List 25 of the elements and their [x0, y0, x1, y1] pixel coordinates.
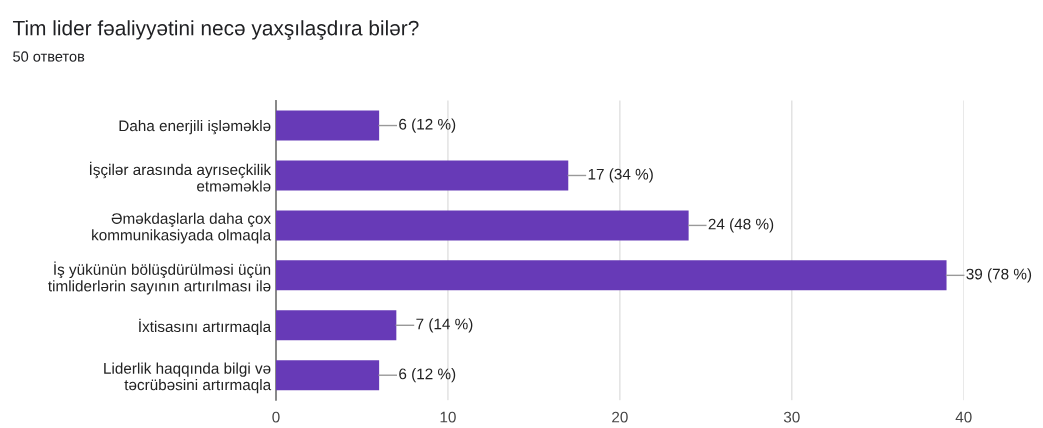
text: 50 ответов	[13, 51, 85, 62]
data-label: 17 (34 %)	[588, 168, 653, 183]
y-tick-label: Liderlik haqqında bilgi və təcrübəsini artırmaqla	[104, 362, 272, 394]
data-label: 24 (48 %)	[708, 218, 774, 233]
x-tick-label: 30	[783, 411, 800, 423]
bar	[275, 310, 397, 341]
x-tick-label: 40	[955, 411, 972, 423]
data-label: 6 (12 %)	[399, 118, 456, 133]
x-tick-label: 20	[612, 411, 628, 423]
bar	[275, 110, 380, 141]
bar	[275, 210, 689, 241]
bar	[275, 360, 380, 391]
x-tick-label: 10	[440, 411, 456, 423]
data-label: 6 (12 %)	[399, 368, 456, 383]
y-tick-label: Daha enerjili işləməklə	[119, 120, 271, 135]
y-tick-label: İş yükünün bölüşdürülməsi üçün timliderlərin sayının artırılması ilə	[48, 261, 271, 295]
y-tick-label: İxtisasını artırmaqla	[139, 318, 272, 336]
x-tick-label: 0	[272, 411, 280, 423]
data-label: 7 (14 %)	[416, 318, 473, 333]
y-tick-label: Əməkdaşlarla daha çox kommunikasiyada olmaqla	[92, 212, 272, 244]
data-label: 39 (78 %)	[966, 268, 1032, 283]
chart-title: Tim lider fəaliyyətini necə yaxşılaşdıra bilər?	[12, 20, 419, 40]
bar	[275, 260, 947, 291]
bar	[275, 160, 569, 191]
y-tick-label: İşçilər arasında ayrıseçkilik etməməklə	[89, 161, 272, 192]
